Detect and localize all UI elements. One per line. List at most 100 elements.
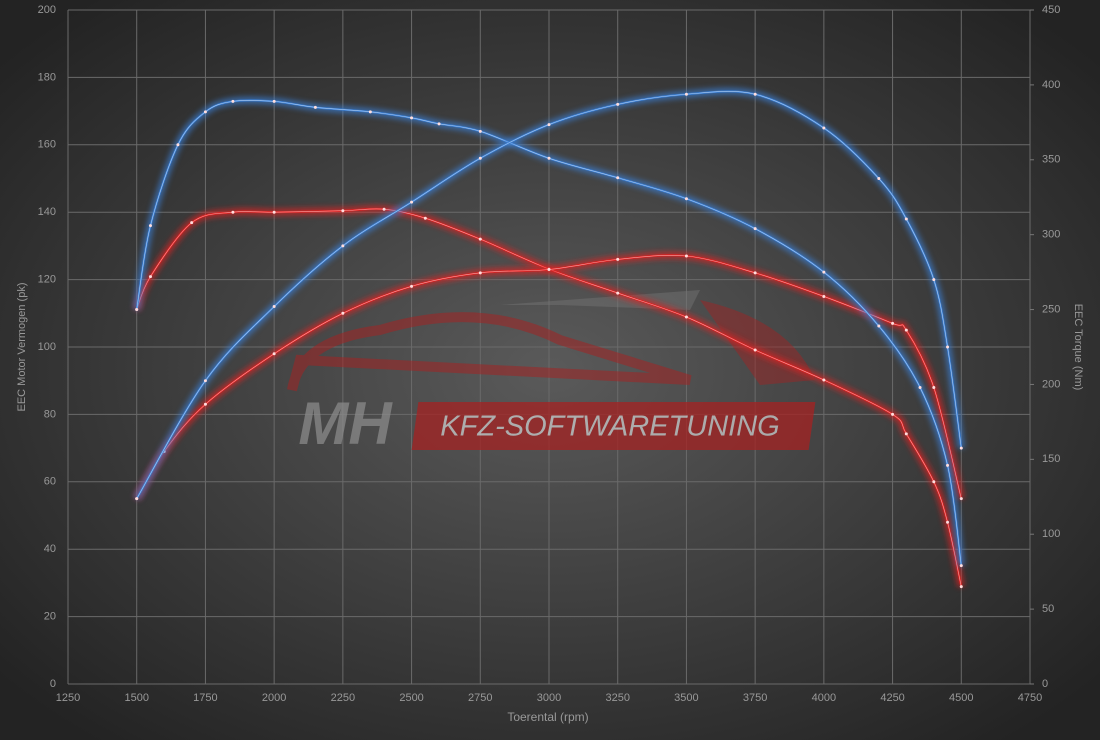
y-tick-label: 200 (38, 4, 56, 16)
y2-tick-label: 250 (1042, 303, 1060, 315)
point (176, 143, 180, 147)
y-tick-label: 180 (38, 71, 56, 83)
point (410, 284, 414, 288)
point (616, 291, 620, 295)
point (753, 271, 757, 275)
point (684, 197, 688, 201)
point (382, 207, 386, 211)
point (822, 378, 826, 382)
point (753, 348, 757, 352)
point (891, 412, 895, 416)
point (478, 156, 482, 160)
point (478, 129, 482, 133)
x-tick-label: 2000 (262, 692, 286, 704)
y2-tick-label: 200 (1042, 378, 1060, 390)
point (932, 480, 936, 484)
point (148, 224, 152, 228)
point (148, 275, 152, 279)
point (203, 110, 207, 114)
point (959, 564, 963, 568)
point (272, 210, 276, 214)
point (272, 352, 276, 356)
point (203, 379, 207, 383)
point (272, 99, 276, 103)
point (231, 210, 235, 214)
point (203, 402, 207, 406)
point (547, 123, 551, 127)
line-core (136, 91, 962, 499)
point (932, 385, 936, 389)
point (946, 345, 950, 349)
x-tick-label: 3250 (605, 692, 629, 704)
x-tick-label: 3500 (674, 692, 698, 704)
point (616, 257, 620, 261)
x-tick-label: 4500 (949, 692, 973, 704)
x-axis-label: Toerental (rpm) (507, 710, 588, 724)
point (684, 92, 688, 96)
point (135, 308, 139, 312)
watermark-text: KFZ-SOFTWARETUNING (440, 411, 779, 443)
y2-axis-label: EEC Torque (Nm) (1072, 304, 1084, 391)
x-tick-label: 1500 (124, 692, 148, 704)
point (959, 446, 963, 450)
point (478, 271, 482, 275)
y-tick-label: 0 (50, 678, 56, 690)
point (341, 244, 345, 248)
x-tick-label: 1250 (56, 692, 80, 704)
point (313, 105, 317, 109)
x-tick-label: 3000 (537, 692, 561, 704)
point (410, 116, 414, 120)
point (410, 200, 414, 204)
point (959, 585, 963, 589)
x-tick-label: 4750 (1018, 692, 1042, 704)
y2-tick-label: 50 (1042, 603, 1054, 615)
point (753, 227, 757, 231)
y2-tick-label: 350 (1042, 154, 1060, 166)
point (341, 209, 345, 213)
y-tick-label: 120 (38, 274, 56, 286)
y-tick-label: 140 (38, 206, 56, 218)
point (753, 92, 757, 96)
y-tick-label: 40 (44, 543, 56, 555)
y2-tick-label: 400 (1042, 79, 1060, 91)
y-tick-label: 20 (44, 611, 56, 623)
point (904, 432, 908, 436)
point (904, 217, 908, 221)
watermark: MH KFZ-SOFTWARETUNING (287, 290, 816, 457)
point (891, 321, 895, 325)
watermark-brand: MH (298, 390, 393, 457)
point (423, 216, 427, 220)
y-axis-label: EEC Motor Vermogen (pk) (16, 283, 28, 412)
point (616, 176, 620, 180)
y-tick-label: 60 (44, 476, 56, 488)
point (904, 328, 908, 332)
point (368, 110, 372, 114)
point (684, 254, 688, 258)
point (877, 177, 881, 180)
x-tick-label: 1750 (193, 692, 217, 704)
line-core (136, 254, 962, 499)
x-tick-label: 2750 (468, 692, 492, 704)
point (822, 270, 826, 274)
x-tick-label: 4250 (880, 692, 904, 704)
point (478, 237, 482, 241)
y-tick-label: 100 (38, 341, 56, 353)
point (190, 221, 194, 225)
point (822, 294, 826, 298)
point (547, 156, 551, 160)
point (135, 497, 139, 501)
point (918, 385, 922, 389)
point (877, 324, 881, 328)
y2-tick-label: 450 (1042, 4, 1060, 16)
point (946, 520, 950, 524)
y2-tick-label: 300 (1042, 229, 1060, 241)
point (932, 278, 936, 282)
x-tick-label: 3750 (743, 692, 767, 704)
point (946, 463, 950, 467)
point (437, 122, 441, 126)
point (822, 126, 826, 130)
point (272, 305, 276, 309)
y-tick-label: 80 (44, 408, 56, 420)
point (341, 311, 345, 315)
